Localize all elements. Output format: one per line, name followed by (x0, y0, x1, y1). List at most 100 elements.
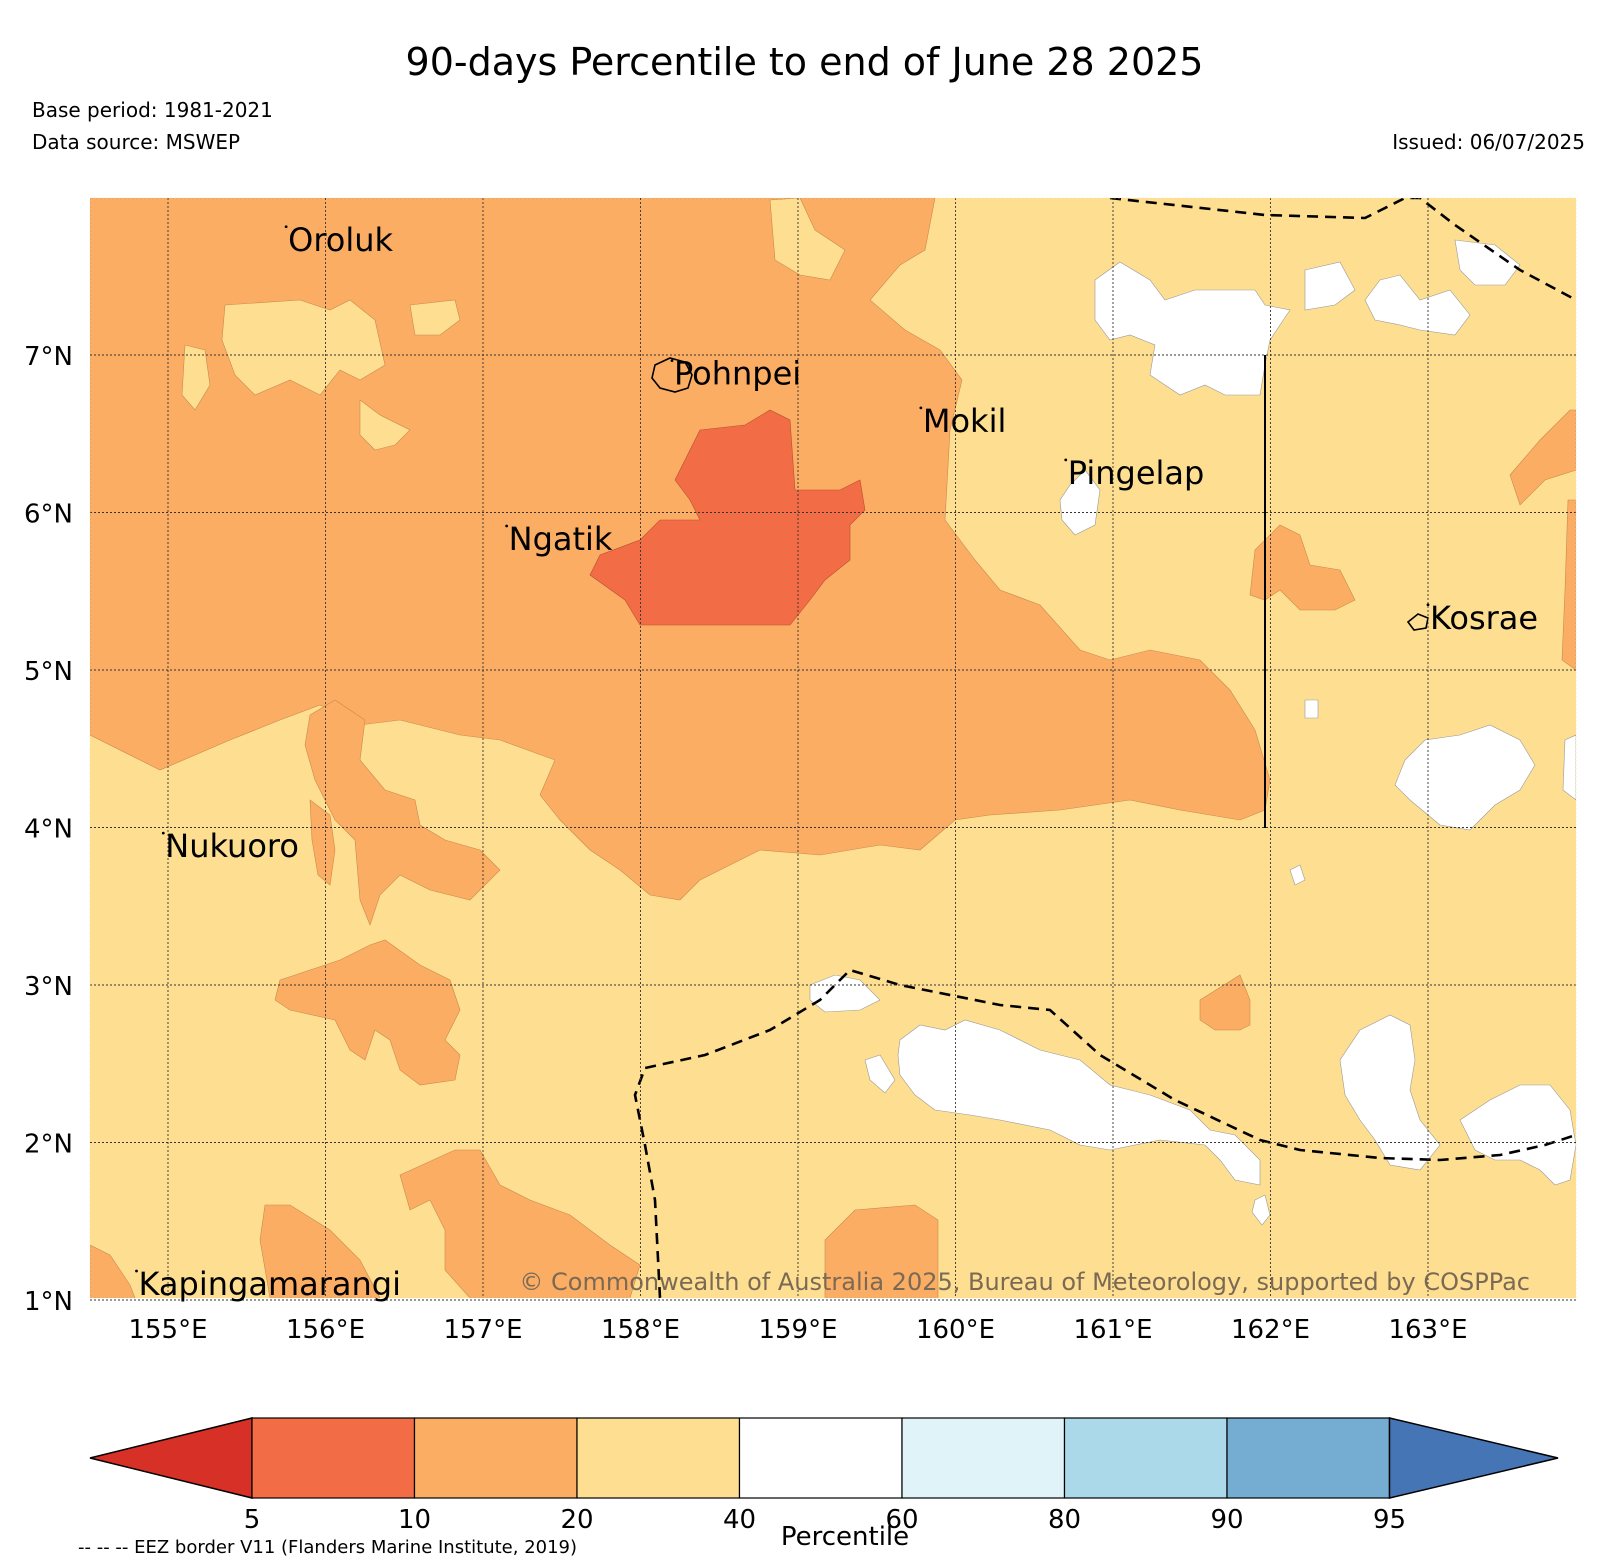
region-20-40-pocket-e (769, 198, 846, 281)
region-40-60-se-b (1459, 1084, 1576, 1186)
region-40-60-south-a (809, 974, 881, 1013)
place-label: Oroluk (288, 221, 393, 259)
base-period-text: Base period: 1981-2021 (32, 98, 273, 122)
colorbar-tick-label: 5 (244, 1505, 261, 1535)
colorbar-under-arrow (89, 1417, 253, 1499)
lat-tick-label: 1°N (24, 1287, 73, 1317)
lat-tick-label: 5°N (24, 657, 73, 687)
lon-tick-label: 163°E (1388, 1315, 1467, 1345)
region-20-40-pocket-c (359, 399, 411, 451)
copyright-text: © Commonwealth of Australia 2025, Bureau… (519, 1268, 1530, 1296)
colorbar-segment (738, 1417, 903, 1499)
lon-tick-label: 158°E (601, 1315, 680, 1345)
region-40-60-ne-a (1094, 261, 1291, 396)
colorbar-segment (251, 1417, 416, 1499)
region-10-20-east-b (1509, 409, 1576, 506)
region-40-60-ne-b (1304, 261, 1356, 311)
lon-tick-label: 155°E (128, 1315, 207, 1345)
region-10-20-bottom-c (90, 1244, 136, 1298)
colorbar-tick-label: 40 (723, 1505, 756, 1535)
region-10-20-south (274, 939, 461, 1086)
region-40-60-east-a (1394, 724, 1536, 831)
lat-tick-label: 3°N (24, 972, 73, 1002)
colorbar-over-arrow (1388, 1417, 1559, 1499)
region-10-20-bottom-a (399, 1149, 641, 1298)
lat-tick-label: 2°N (24, 1130, 73, 1160)
region-40-60-east-b (1562, 734, 1576, 801)
region-10-20-east-c (1561, 499, 1576, 671)
region-40-60-east-c (1304, 699, 1319, 719)
place-label: Mokil (923, 402, 1007, 440)
percentile-colorbar: 5 10 20 40 60 80 90 95 (89, 1417, 1559, 1535)
lon-tick-label: 162°E (1231, 1315, 1310, 1345)
map-frame (89, 197, 1577, 1299)
region-40-60-south-b (897, 1019, 1261, 1186)
region-10-20-sw-spur (309, 799, 336, 886)
colorbar-segment (413, 1417, 578, 1499)
colorbar-tick-label: 90 (1210, 1505, 1243, 1535)
colorbar-tick-label: 20 (560, 1505, 593, 1535)
lon-tick-label: 160°E (916, 1315, 995, 1345)
colorbar-segment (901, 1417, 1066, 1499)
colorbar-segment (576, 1417, 741, 1499)
place-label: Pohnpei (674, 355, 801, 393)
region-10-20-east-a (1249, 524, 1356, 611)
graticule (89, 197, 1577, 1301)
place-marker (1426, 603, 1430, 607)
lat-tick-label: 6°N (24, 500, 73, 530)
lon-tick-label: 156°E (286, 1315, 365, 1345)
eez-north (1109, 198, 1576, 302)
colorbar-tick-label: 10 (398, 1505, 431, 1535)
lon-tick-label: 161°E (1073, 1315, 1152, 1345)
region-40-60-south-c (864, 1054, 896, 1094)
issued-date-text: Issued: 06/07/2025 (1392, 130, 1585, 154)
colorbar-tick-label: 80 (1048, 1505, 1081, 1535)
place-label: Ngatik (509, 520, 613, 558)
lon-tick-label: 157°E (443, 1315, 522, 1345)
colorbar-label: Percentile (781, 1522, 909, 1552)
place-marker (135, 1269, 138, 1273)
longitude-labels: 155°E 156°E 157°E 158°E 159°E 160°E 161°E 162°E… (128, 1315, 1467, 1345)
region-40-60-ne-c (1364, 274, 1471, 336)
place-marker (161, 831, 165, 835)
place-label: Pingelap (1068, 454, 1205, 492)
eez-borders (633, 198, 1576, 1298)
place-marker (505, 524, 509, 528)
region-5-10-core (589, 409, 866, 626)
lat-tick-label: 7°N (24, 342, 73, 372)
place-labels: Oroluk Pohnpei Mokil Pingelap Ngatik Kosrae Nu… (135, 221, 1538, 1303)
region-10-20-bottom-d (824, 1204, 939, 1298)
region-40-60-pingelap (1059, 469, 1101, 536)
region-40-60-se-c (1251, 1194, 1271, 1226)
place-label: Kosrae (1430, 599, 1538, 637)
region-40-60-ne-d (1454, 239, 1521, 286)
place-marker (284, 225, 288, 229)
region-10-20-sw (304, 699, 501, 926)
place-marker (670, 359, 674, 363)
colorbar-tick-label: 60 (885, 1505, 918, 1535)
colorbar-segment (1063, 1417, 1228, 1499)
colorbar-tick-label: 95 (1373, 1505, 1406, 1535)
pohnpei-island-outline (651, 357, 693, 393)
eez-south (633, 968, 1576, 1298)
region-40-60-se-a (1339, 1014, 1441, 1171)
latitude-labels: 7°N 6°N 5°N 4°N 3°N 2°N 1°N (24, 342, 73, 1317)
region-40-60-se-d (1289, 864, 1306, 886)
percentile-map (90, 198, 1576, 1298)
colorbar-segment (1226, 1417, 1391, 1499)
region-20-40-pocket-b (181, 344, 211, 411)
place-marker (919, 406, 923, 410)
kosrae-island-outline (1406, 613, 1429, 631)
region-20-40-pocket-d (409, 299, 461, 336)
place-label: Nukuoro (165, 827, 299, 865)
place-label: Kapingamarangi (139, 1265, 401, 1303)
region-10-20-east-d (1199, 974, 1251, 1031)
region-20-40-pocket-a (221, 299, 386, 396)
lat-tick-label: 4°N (24, 815, 73, 845)
page-title: 90-days Percentile to end of June 28 202… (405, 40, 1204, 84)
data-source-text: Data source: MSWEP (32, 130, 241, 154)
region-10-20-bottom-b (259, 1204, 381, 1298)
eez-note: -- -- -- EEZ border V11 (Flanders Marine… (78, 1537, 577, 1558)
lon-tick-label: 159°E (758, 1315, 837, 1345)
